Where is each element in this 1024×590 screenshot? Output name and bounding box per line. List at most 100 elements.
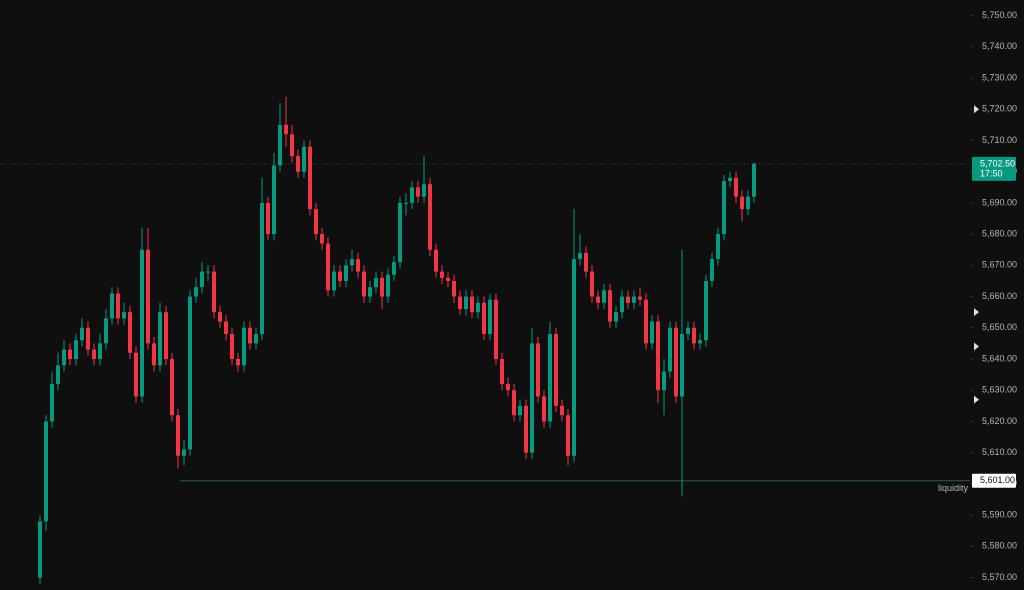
candle-body [272,165,276,235]
candle-body [668,327,672,372]
candle-body [374,277,378,288]
candle-body [122,312,126,319]
candle-body [134,352,138,397]
candle-body [98,343,102,359]
candle-body [608,290,612,322]
candle-body [518,405,522,416]
candle-body [680,334,684,397]
candle-body [470,296,474,313]
candle-body [188,296,192,450]
y-tick-label: 5,740.00 [982,41,1017,51]
candle-body [152,343,156,366]
candle-body [50,383,54,422]
candle-body [482,302,486,335]
candle-body [662,371,666,391]
candle-body [356,259,360,272]
candle-body [170,358,174,416]
level-label-box [972,473,1016,488]
candle-body [500,358,504,384]
candle-body [104,318,108,344]
candle-body [674,327,678,397]
candle-body [704,280,708,341]
candle-body [338,271,342,281]
candle-body [554,334,558,406]
candle-body [398,202,402,263]
candle-body [746,196,750,210]
candle-body [548,334,552,422]
candle-body [440,271,444,278]
candle-body [68,349,72,359]
candle-body [296,156,300,172]
candle-body [698,340,702,344]
candle-body [116,293,120,319]
candle-body [110,293,114,319]
candle-body [578,252,582,260]
candle-body [494,299,498,359]
candle-body [656,321,660,391]
candle-body [464,296,468,310]
candle-body [542,396,546,422]
y-tick-label: 5,680.00 [982,229,1017,239]
candle-body [218,312,222,322]
candle-body [266,202,270,235]
candle-body [260,202,264,335]
level-label: 5,601.00 [980,475,1015,485]
candle-body [452,280,456,297]
candle-body [92,349,96,359]
candle-body [146,249,150,344]
candle-body [596,296,600,303]
candle-body [632,296,636,303]
candle-body [560,405,564,416]
candle-body [164,312,168,359]
y-tick-label: 5,650.00 [982,322,1017,332]
candle-body [302,146,306,172]
current-price-label: 5,702.50 [980,158,1015,168]
y-tick-label: 5,580.00 [982,541,1017,551]
candle-body [458,296,462,310]
candle-body [722,181,726,235]
candle-body [362,271,366,297]
candle-body [638,296,642,300]
candle-body [602,290,606,303]
candle-body [530,343,534,453]
candle-body [350,259,354,266]
candle-body [290,134,294,157]
candle-body [626,296,630,303]
axis-marker [974,395,979,404]
candle-body [728,177,732,182]
candle-body [734,177,738,197]
candle-body [128,312,132,353]
candle-body [614,312,618,322]
candle-body [332,271,336,291]
y-tick-label: 5,720.00 [982,104,1017,114]
candle-body [710,259,714,281]
candle-body [572,259,576,456]
candle-body [314,209,318,235]
candle-body [716,234,720,260]
candle-body [428,184,432,250]
candle-body [206,271,210,273]
candle-body [650,321,654,344]
candle-body [80,327,84,341]
candle-body [248,327,252,344]
candle-body [422,184,426,197]
candle-body [446,277,450,281]
candle-body [44,421,48,522]
candle-body [200,271,204,288]
candle-body [752,163,756,197]
candle-body [182,449,186,456]
y-tick-label: 5,660.00 [982,291,1017,301]
candle-body [386,274,390,297]
candle-body [86,327,90,350]
level-text: liquidity [938,483,969,493]
candle-body [212,271,216,313]
candle-body [644,299,648,344]
candle-body [392,262,396,275]
candle-body [224,321,228,335]
y-tick-label: 5,620.00 [982,416,1017,426]
candle-body [416,187,420,197]
candle-body [512,390,516,416]
y-tick-label: 5,690.00 [982,197,1017,207]
candle-body [434,249,438,272]
